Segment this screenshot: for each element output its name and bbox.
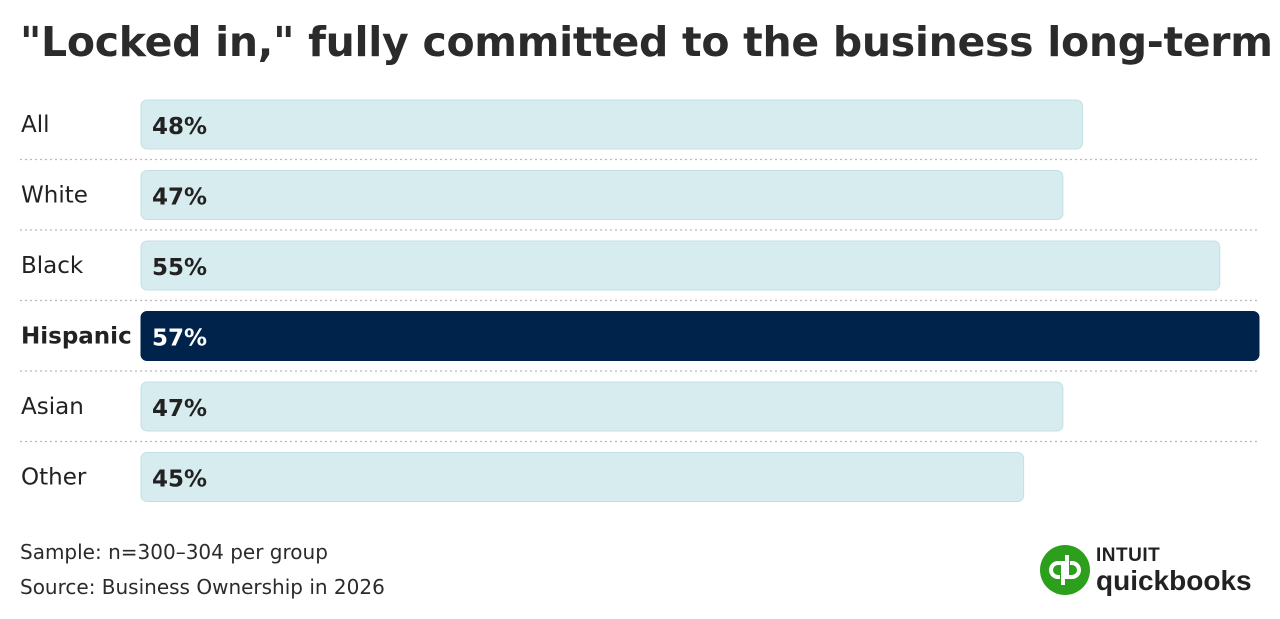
category-label: All xyxy=(21,112,50,138)
value-label: 47% xyxy=(152,396,207,422)
value-label: 45% xyxy=(152,467,207,493)
category-label: Hispanic xyxy=(21,324,132,350)
bar xyxy=(140,99,1083,150)
quickbooks-logo-icon xyxy=(1040,545,1090,595)
category-label: White xyxy=(21,183,88,209)
value-label: 55% xyxy=(152,255,207,281)
bar xyxy=(140,170,1064,220)
logo-product-text: quickbooks xyxy=(1096,565,1252,596)
logo-brand-text: INTUIT xyxy=(1096,545,1161,566)
category-label: Asian xyxy=(21,394,84,420)
source-note: Source: Business Ownership in 2026 xyxy=(20,575,385,599)
bar xyxy=(140,381,1064,432)
quickbooks-logo: INTUIT quickbooks xyxy=(1040,545,1265,603)
category-label: Black xyxy=(21,253,84,279)
bar-chart: All 48% White 47% Black 55% Hispanic 57% Asian 47… xyxy=(20,99,1260,502)
value-label: 48% xyxy=(152,114,207,140)
value-label: 57% xyxy=(152,326,207,352)
bar xyxy=(140,311,1260,361)
bar xyxy=(140,240,1221,291)
bar xyxy=(140,452,1025,502)
category-label: Other xyxy=(21,465,87,491)
sample-note: Sample: n=300–304 per group xyxy=(20,540,328,564)
chart-title: "Locked in," fully committed to the busi… xyxy=(20,18,1273,66)
value-label: 47% xyxy=(152,185,207,211)
